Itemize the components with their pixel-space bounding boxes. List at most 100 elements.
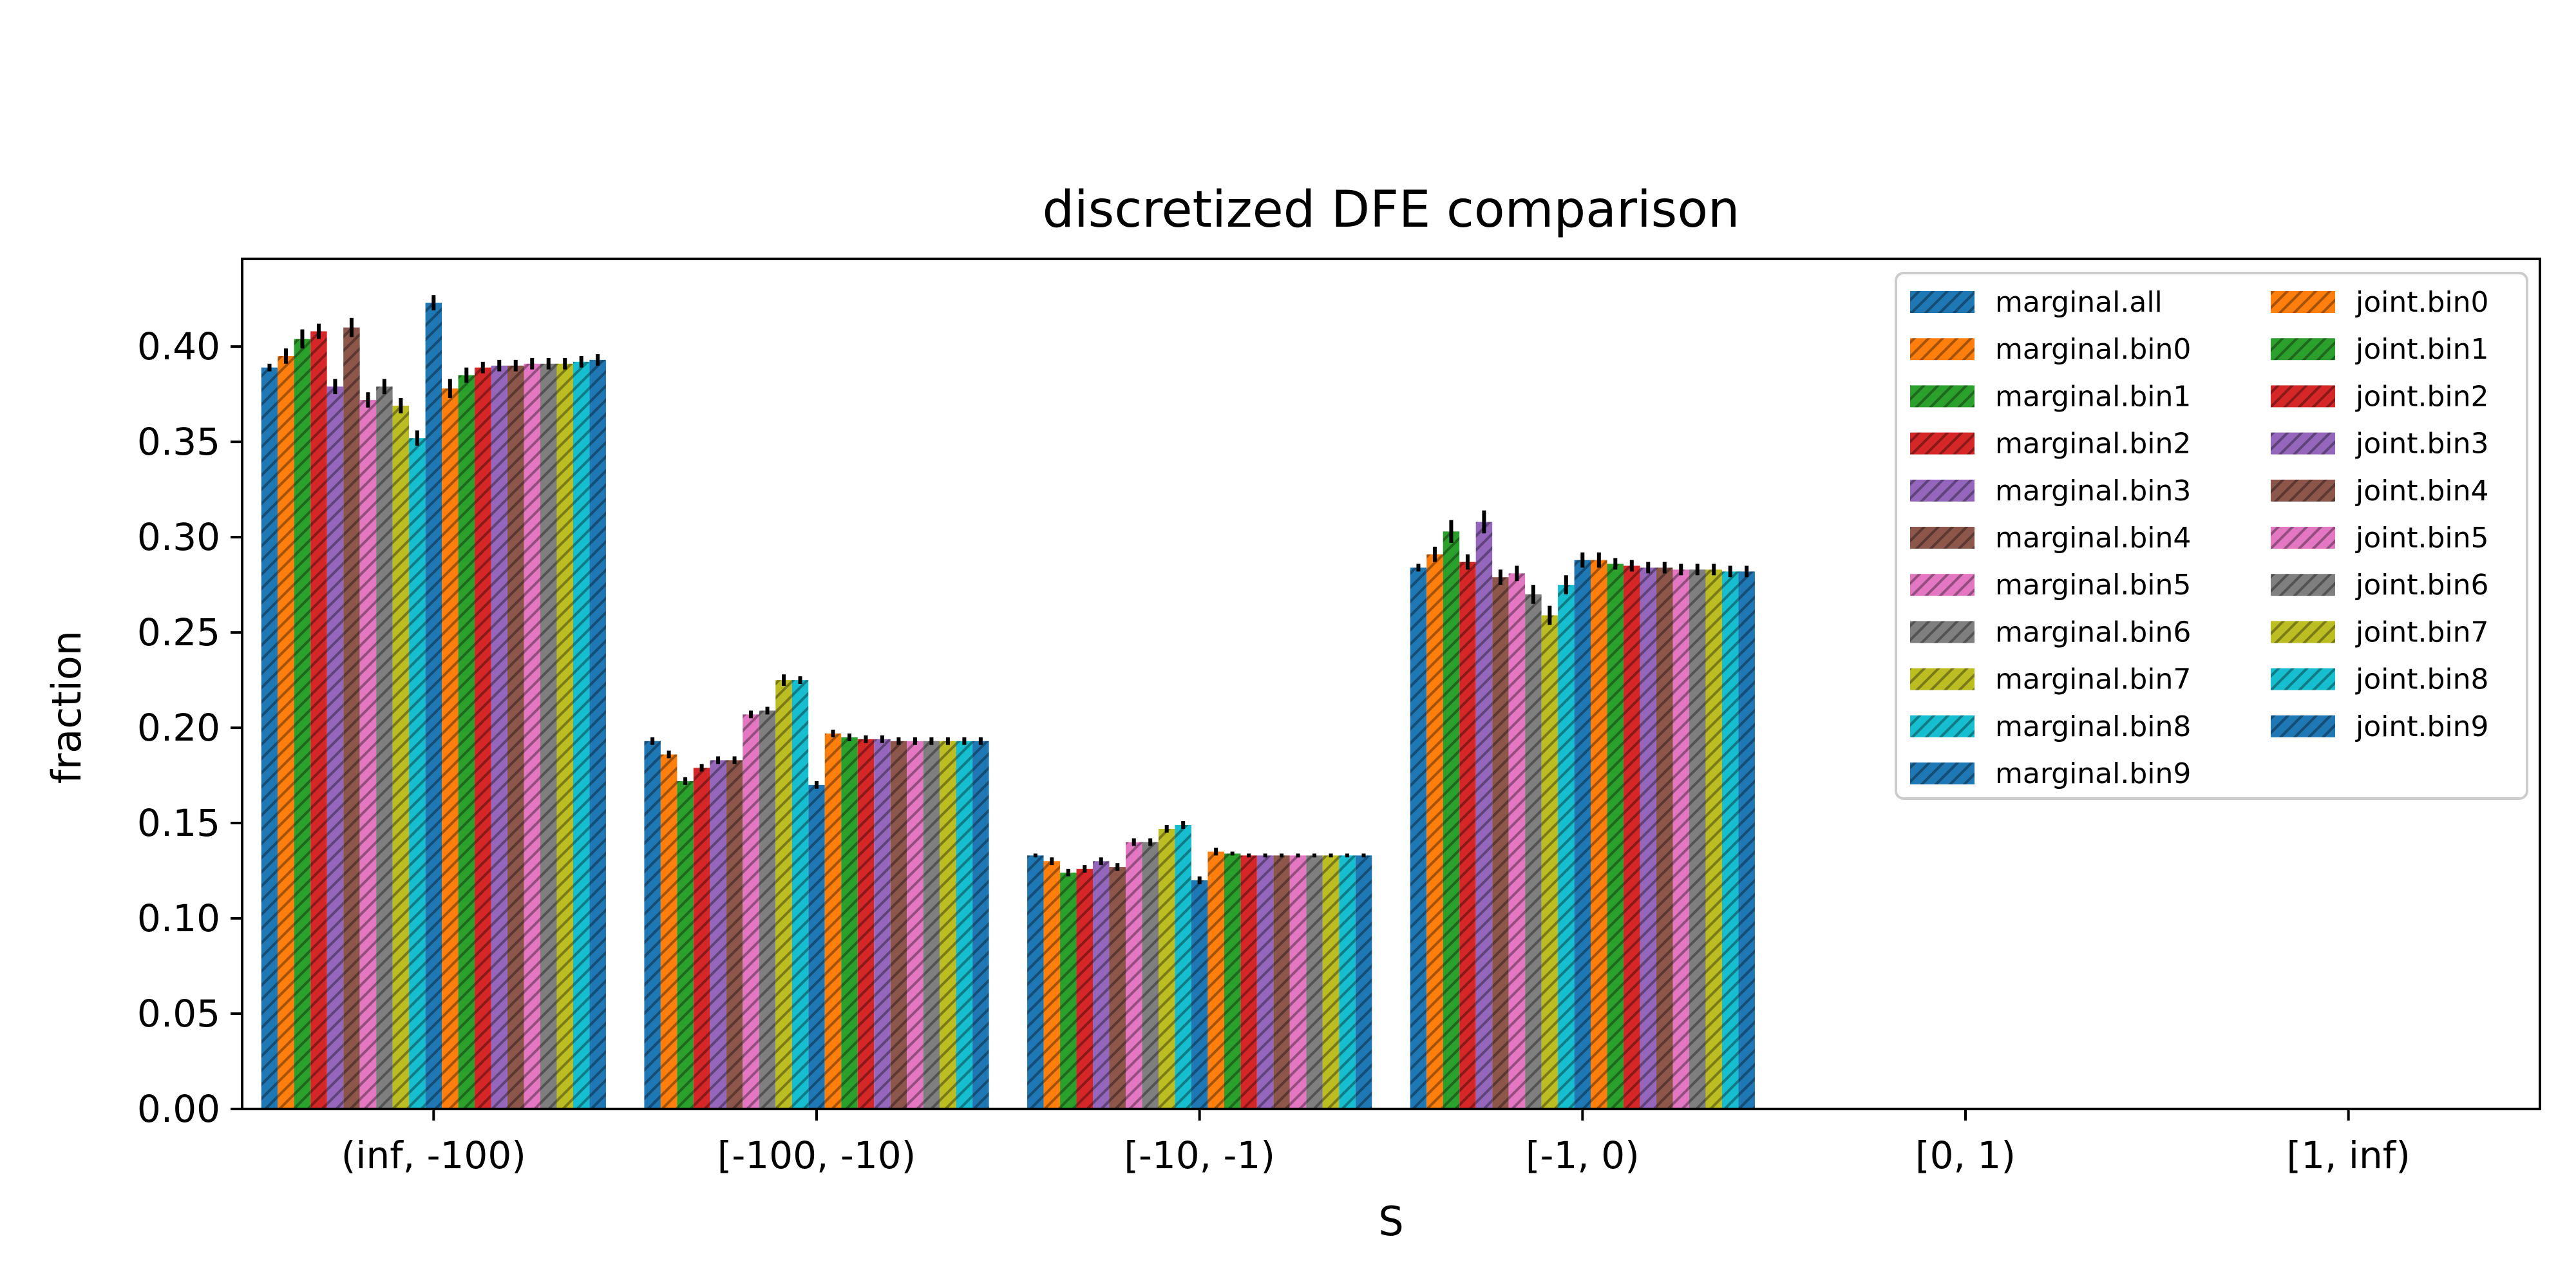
bar-marginal-bin1-cat3 bbox=[1443, 531, 1460, 1109]
y-tick-label: 0.40 bbox=[137, 325, 220, 368]
legend-swatch bbox=[2271, 479, 2335, 502]
bar-marginal-bin7-cat2 bbox=[1158, 828, 1175, 1109]
bar-marginal-bin9-cat0 bbox=[425, 303, 442, 1109]
bar-marginal-bin3-cat3 bbox=[1475, 522, 1493, 1109]
bar-joint-bin1-cat1 bbox=[841, 737, 858, 1109]
bar-joint-bin7-cat3 bbox=[1705, 569, 1722, 1109]
legend-label: marginal.bin5 bbox=[1995, 569, 2191, 601]
bar-marginal-bin7-cat3 bbox=[1541, 615, 1558, 1109]
bar-marginal-all-cat1 bbox=[644, 741, 661, 1109]
legend-label: marginal.bin6 bbox=[1995, 616, 2191, 649]
bar-joint-bin6-cat3 bbox=[1689, 569, 1706, 1109]
bar-marginal-bin8-cat2 bbox=[1175, 825, 1191, 1109]
bar-joint-bin9-cat3 bbox=[1738, 571, 1755, 1109]
bar-marginal-bin5-cat3 bbox=[1508, 573, 1526, 1109]
legend-swatch bbox=[2271, 668, 2335, 690]
legend-label: joint.bin2 bbox=[2355, 380, 2489, 413]
bar-joint-bin2-cat2 bbox=[1240, 855, 1257, 1109]
legend-label: marginal.bin3 bbox=[1995, 475, 2191, 507]
bar-marginal-bin4-cat1 bbox=[726, 760, 743, 1109]
y-axis-label: fraction bbox=[43, 630, 90, 784]
bar-joint-bin7-cat1 bbox=[940, 741, 956, 1109]
bar-marginal-bin5-cat1 bbox=[743, 714, 759, 1109]
bar-joint-bin2-cat0 bbox=[475, 367, 491, 1110]
legend-label: marginal.bin2 bbox=[1995, 428, 2191, 460]
bar-marginal-bin0-cat1 bbox=[660, 754, 677, 1109]
legend-swatch bbox=[2271, 338, 2335, 361]
bar-joint-bin5-cat2 bbox=[1289, 855, 1307, 1109]
x-tick-label: [0, 1) bbox=[1915, 1133, 2016, 1177]
x-axis-label: S bbox=[1378, 1198, 1403, 1245]
y-tick-label: 0.20 bbox=[137, 706, 220, 750]
bar-marginal-bin5-cat0 bbox=[359, 400, 377, 1109]
bar-joint-bin6-cat2 bbox=[1306, 855, 1323, 1109]
legend-label: joint.bin6 bbox=[2355, 569, 2489, 601]
y-tick-label: 0.10 bbox=[137, 896, 220, 940]
bar-joint-bin0-cat1 bbox=[824, 733, 842, 1109]
bar-joint-bin1-cat0 bbox=[458, 375, 475, 1109]
legend-swatch bbox=[1910, 527, 1975, 549]
y-tick-label: 0.15 bbox=[137, 801, 220, 845]
bar-joint-bin0-cat2 bbox=[1208, 851, 1224, 1109]
bar-joint-bin3-cat3 bbox=[1640, 567, 1657, 1109]
legend-label: marginal.bin7 bbox=[1995, 663, 2191, 696]
legend-label: joint.bin1 bbox=[2355, 333, 2489, 366]
bar-joint-bin5-cat1 bbox=[907, 741, 923, 1109]
bar-joint-bin8-cat0 bbox=[573, 361, 590, 1109]
axes-layer: 0.00 0.05 0.10 0.15 0.20 0.25 0.30 0.35 0.40 (inf… bbox=[137, 258, 2541, 1177]
x-tick-label: [-10, -1) bbox=[1124, 1133, 1275, 1177]
bar-joint-bin4-cat1 bbox=[890, 741, 907, 1109]
bar-marginal-bin9-cat3 bbox=[1574, 560, 1591, 1109]
bar-joint-bin0-cat0 bbox=[442, 388, 459, 1109]
bar-marginal-bin6-cat3 bbox=[1525, 594, 1542, 1109]
bar-marginal-bin6-cat2 bbox=[1142, 842, 1159, 1109]
legend-swatch bbox=[2271, 432, 2335, 455]
bar-marginal-bin1-cat1 bbox=[677, 781, 694, 1109]
legend-frame bbox=[1895, 272, 2528, 800]
bar-joint-bin3-cat2 bbox=[1256, 855, 1274, 1109]
bar-joint-bin9-cat0 bbox=[589, 359, 606, 1109]
y-tick-label: 0.25 bbox=[137, 611, 220, 654]
legend-label: joint.bin5 bbox=[2355, 522, 2489, 554]
bar-joint-bin1-cat2 bbox=[1224, 853, 1241, 1109]
legend-swatch bbox=[2271, 527, 2335, 549]
x-tick-label: (inf, -100) bbox=[341, 1133, 526, 1177]
bar-marginal-all-cat0 bbox=[261, 367, 278, 1110]
bar-joint-bin9-cat2 bbox=[1355, 855, 1372, 1109]
bar-joint-bin8-cat3 bbox=[1721, 571, 1739, 1109]
bar-joint-bin2-cat1 bbox=[857, 739, 875, 1109]
bar-joint-bin1-cat3 bbox=[1607, 564, 1624, 1109]
bar-marginal-bin6-cat0 bbox=[376, 386, 393, 1109]
legend-label: marginal.bin1 bbox=[1995, 380, 2191, 413]
bar-joint-bin0-cat3 bbox=[1591, 560, 1607, 1109]
bar-joint-bin4-cat2 bbox=[1273, 855, 1290, 1109]
legend-label: marginal.bin0 bbox=[1995, 333, 2191, 366]
bar-marginal-bin0-cat0 bbox=[278, 355, 294, 1110]
bar-marginal-bin0-cat2 bbox=[1043, 861, 1061, 1109]
bars-layer bbox=[261, 303, 1755, 1110]
bar-marginal-bin2-cat0 bbox=[310, 331, 327, 1109]
bar-joint-bin9-cat1 bbox=[972, 741, 989, 1109]
legend-label: marginal.all bbox=[1995, 286, 2163, 319]
bar-marginal-bin2-cat3 bbox=[1459, 562, 1476, 1109]
legend-label: joint.bin7 bbox=[2355, 616, 2489, 649]
legend-swatch bbox=[1910, 479, 1975, 502]
bar-marginal-bin4-cat3 bbox=[1492, 577, 1509, 1109]
legend-swatch bbox=[2271, 621, 2335, 643]
bar-marginal-bin4-cat0 bbox=[343, 327, 360, 1109]
bar-marginal-bin2-cat1 bbox=[693, 768, 710, 1109]
bar-marginal-all-cat3 bbox=[1410, 567, 1427, 1109]
x-tick-label: [-100, -10) bbox=[717, 1133, 916, 1177]
legend-swatch bbox=[2271, 715, 2335, 737]
bar-marginal-bin8-cat3 bbox=[1558, 585, 1575, 1109]
bar-joint-bin3-cat1 bbox=[874, 739, 891, 1109]
plot-frame bbox=[241, 258, 2541, 1110]
chart-title: discretized DFE comparison bbox=[1043, 181, 1740, 239]
legend-swatch bbox=[2271, 385, 2335, 408]
bar-marginal-bin8-cat0 bbox=[409, 438, 426, 1110]
legend-label: joint.bin0 bbox=[2355, 286, 2489, 319]
bar-marginal-bin4-cat2 bbox=[1109, 867, 1126, 1109]
legend-label: joint.bin8 bbox=[2355, 663, 2489, 696]
legend-swatch bbox=[1910, 762, 1975, 784]
x-tick-label: [1, inf) bbox=[2287, 1133, 2410, 1177]
